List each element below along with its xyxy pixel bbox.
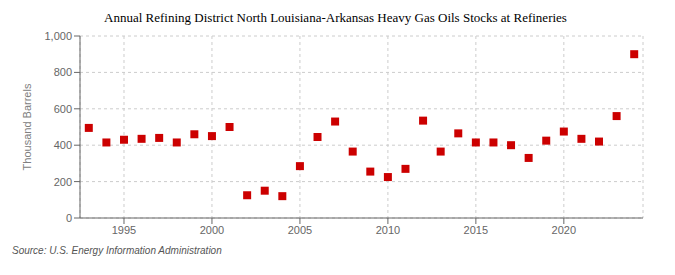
svg-text:Thousand Barrels: Thousand Barrels [21,83,33,170]
svg-text:2020: 2020 [552,224,576,236]
svg-text:2000: 2000 [200,224,224,236]
svg-text:2015: 2015 [464,224,488,236]
svg-text:0: 0 [66,212,72,224]
svg-text:200: 200 [54,176,72,188]
svg-text:2010: 2010 [376,224,400,236]
html-text:Source: U.S. Energy Informatio: Source: U.S. Energy Information Administ… [12,245,222,256]
html-text:Annual Refining District North: Annual Refining District North Louisiana… [104,10,567,25]
svg-text:1,000: 1,000 [44,30,72,42]
svg-text:800: 800 [54,66,72,78]
svg-text:600: 600 [54,103,72,115]
svg-text:400: 400 [54,139,72,151]
svg-text:2005: 2005 [288,224,312,236]
svg-text:1995: 1995 [112,224,136,236]
